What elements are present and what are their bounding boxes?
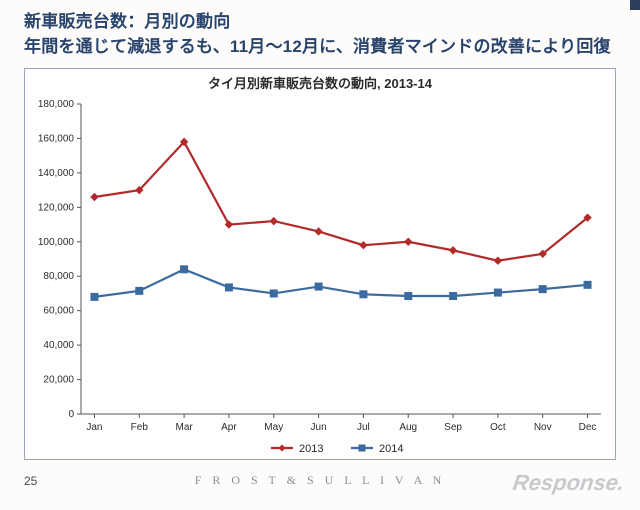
- svg-text:Oct: Oct: [490, 422, 506, 433]
- title-line-1: 新車販売台数：月別の動向: [24, 12, 230, 31]
- svg-text:60,000: 60,000: [43, 306, 74, 317]
- svg-text:Aug: Aug: [399, 422, 417, 433]
- svg-text:0: 0: [68, 409, 74, 420]
- svg-text:100,000: 100,000: [38, 237, 75, 248]
- svg-text:May: May: [264, 422, 283, 433]
- svg-text:Dec: Dec: [579, 422, 597, 433]
- svg-text:Feb: Feb: [131, 422, 149, 433]
- line-chart: 0 20,000 40,000 60,000 80,000 100,000 120,000 1…: [25, 98, 615, 462]
- svg-text:Jan: Jan: [86, 422, 102, 433]
- svg-text:180,000: 180,000: [38, 99, 75, 110]
- svg-text:2013: 2013: [299, 443, 323, 455]
- watermark: Response.: [511, 470, 626, 496]
- slide-page: 新車販売台数：月別の動向 年間を通じて減退するも、11月～12月に、消費者マイン…: [0, 0, 640, 510]
- svg-text:2014: 2014: [379, 443, 403, 455]
- svg-text:Jul: Jul: [357, 422, 370, 433]
- chart-title: タイ月別新車販売台数の動向, 2013-14: [25, 69, 615, 98]
- svg-text:140,000: 140,000: [38, 168, 75, 179]
- svg-text:Mar: Mar: [175, 422, 193, 433]
- svg-text:Sep: Sep: [444, 422, 462, 433]
- svg-text:Jun: Jun: [311, 422, 327, 433]
- svg-text:Apr: Apr: [221, 422, 237, 433]
- title-line-2: 年間を通じて減退するも、11月～12月に、消費者マインドの改善により回復: [24, 37, 611, 56]
- slide-title: 新車販売台数：月別の動向 年間を通じて減退するも、11月～12月に、消費者マイン…: [24, 10, 624, 59]
- svg-text:20,000: 20,000: [43, 375, 74, 386]
- svg-text:120,000: 120,000: [38, 202, 75, 213]
- svg-text:160,000: 160,000: [38, 133, 75, 144]
- chart-container: タイ月別新車販売台数の動向, 2013-14 0 20,000 40,000 60,0…: [24, 68, 616, 460]
- corner-decoration: [630, 0, 640, 10]
- svg-text:Nov: Nov: [534, 422, 552, 433]
- svg-text:80,000: 80,000: [43, 271, 74, 282]
- svg-text:40,000: 40,000: [43, 340, 74, 351]
